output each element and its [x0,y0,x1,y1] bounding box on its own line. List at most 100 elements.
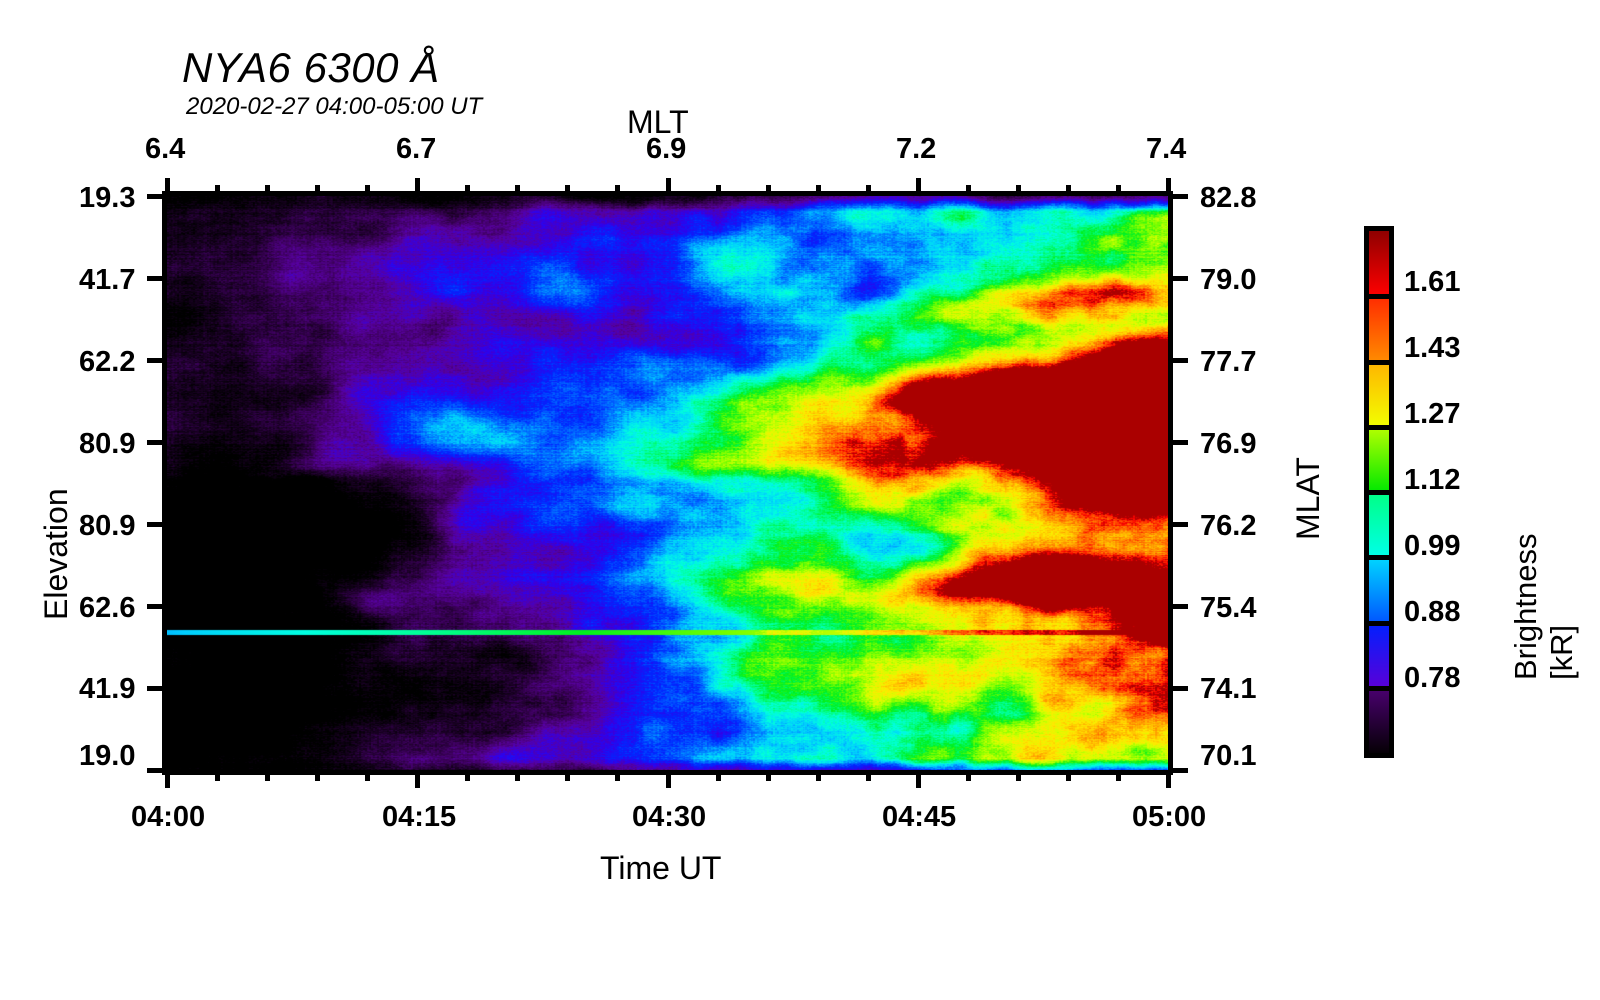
right-tick-4 [1168,522,1188,527]
bottom-tick-18 [1066,770,1071,781]
top-tick-17 [1016,185,1021,196]
colorbar-segment-1 [1369,296,1389,362]
top-tick-20 [1166,178,1171,196]
colorbar-segment-2 [1369,361,1389,427]
left-tick-label-0: 19.3 [79,182,136,214]
left-tick-label-3: 80.9 [79,428,136,460]
left-tick-label-6: 41.9 [79,673,136,705]
top-tick-6 [465,185,470,196]
colorbar-segment-5 [1369,557,1389,623]
top-tick-15 [916,178,921,196]
right-tick-6 [1168,686,1188,691]
bottom-axis-title: Time UT [600,850,722,886]
top-tick-5 [415,178,420,196]
colorbar-tick-label-0: 1.61 [1404,266,1461,298]
top-tick-label-1: 6.7 [396,133,437,165]
right-tick-2 [1168,358,1188,363]
right-tick-7 [1168,768,1188,773]
bottom-tick-label-1: 04:15 [382,801,457,833]
top-tick-label-0: 6.4 [145,133,186,165]
top-tick-1 [215,185,220,196]
left-tick-label-1: 41.7 [79,264,136,296]
colorbar-tick-label-4: 0.99 [1404,530,1461,562]
right-tick-5 [1168,604,1188,609]
colorbar [1364,226,1394,758]
top-tick-11 [716,185,721,196]
colorbar-divider-1 [1369,294,1389,300]
bottom-tick-11 [716,770,721,781]
top-tick-18 [1066,185,1071,196]
right-tick-label-1: 79.0 [1200,264,1257,296]
colorbar-divider-6 [1369,620,1389,626]
right-tick-label-7: 70.1 [1200,740,1257,772]
plot-subtitle: 2020-02-27 04:00-05:00 UT [186,93,483,120]
colorbar-segment-0 [1369,231,1389,297]
colorbar-divider-4 [1369,490,1389,495]
colorbar-tick-label-1: 1.43 [1404,332,1461,364]
top-tick-12 [766,185,771,196]
top-axis-title: MLT [627,104,689,140]
left-axis-line [162,191,167,775]
top-tick-label-4: 7.4 [1146,133,1187,165]
bottom-tick-6 [465,770,470,781]
keogram-image [167,196,1168,770]
colorbar-tick-label-3: 1.12 [1404,464,1461,496]
bottom-tick-9 [615,770,620,781]
right-tick-3 [1168,440,1188,445]
left-axis-title: Elevation [38,488,74,620]
bottom-tick-15 [916,770,921,788]
colorbar-title: Brightness [kR] [1508,533,1579,680]
right-axis-title: MLAT [1290,457,1326,540]
left-tick-1 [147,276,167,281]
left-tick-label-7: 19.0 [79,740,136,772]
right-tick-1 [1168,276,1188,281]
right-tick-label-3: 76.9 [1200,428,1257,460]
bottom-tick-2 [265,770,270,781]
top-tick-3 [315,185,320,196]
colorbar-segment-3 [1369,426,1389,492]
top-tick-16 [966,185,971,196]
top-tick-19 [1116,185,1121,196]
top-tick-8 [565,185,570,196]
left-tick-label-2: 62.2 [79,346,136,378]
right-tick-label-5: 75.4 [1200,592,1257,624]
right-tick-label-6: 74.1 [1200,673,1257,705]
bottom-tick-0 [165,770,170,788]
colorbar-divider-3 [1369,424,1389,430]
bottom-tick-20 [1166,770,1171,788]
right-axis-line [1168,191,1173,775]
top-tick-7 [515,185,520,196]
top-tick-2 [265,185,270,196]
top-tick-9 [615,185,620,196]
top-tick-10 [666,178,671,196]
bottom-tick-17 [1016,770,1021,781]
left-tick-7 [147,768,167,773]
bottom-tick-14 [866,770,871,781]
colorbar-tick-label-2: 1.27 [1404,398,1461,430]
right-tick-label-4: 76.2 [1200,510,1257,542]
top-tick-4 [365,185,370,196]
bottom-tick-16 [966,770,971,781]
bottom-tick-label-2: 04:30 [632,801,707,833]
colorbar-segment-7 [1369,687,1389,753]
colorbar-divider-5 [1369,555,1389,561]
bottom-tick-19 [1116,770,1121,781]
colorbar-divider-7 [1369,685,1389,691]
bottom-tick-3 [315,770,320,781]
top-tick-label-3: 7.2 [896,133,937,165]
bottom-tick-13 [816,770,821,781]
colorbar-segment-6 [1369,622,1389,688]
bottom-tick-4 [365,770,370,781]
left-tick-6 [147,686,167,691]
left-tick-0 [147,194,167,199]
bottom-tick-8 [565,770,570,781]
top-tick-14 [866,185,871,196]
plot-title: NYA6 6300 Å [182,44,440,91]
bottom-tick-7 [515,770,520,781]
right-tick-label-2: 77.7 [1200,346,1257,378]
bottom-tick-1 [215,770,220,781]
colorbar-divider-2 [1369,359,1389,365]
bottom-tick-label-0: 04:00 [131,801,206,833]
bottom-tick-label-3: 04:45 [882,801,957,833]
